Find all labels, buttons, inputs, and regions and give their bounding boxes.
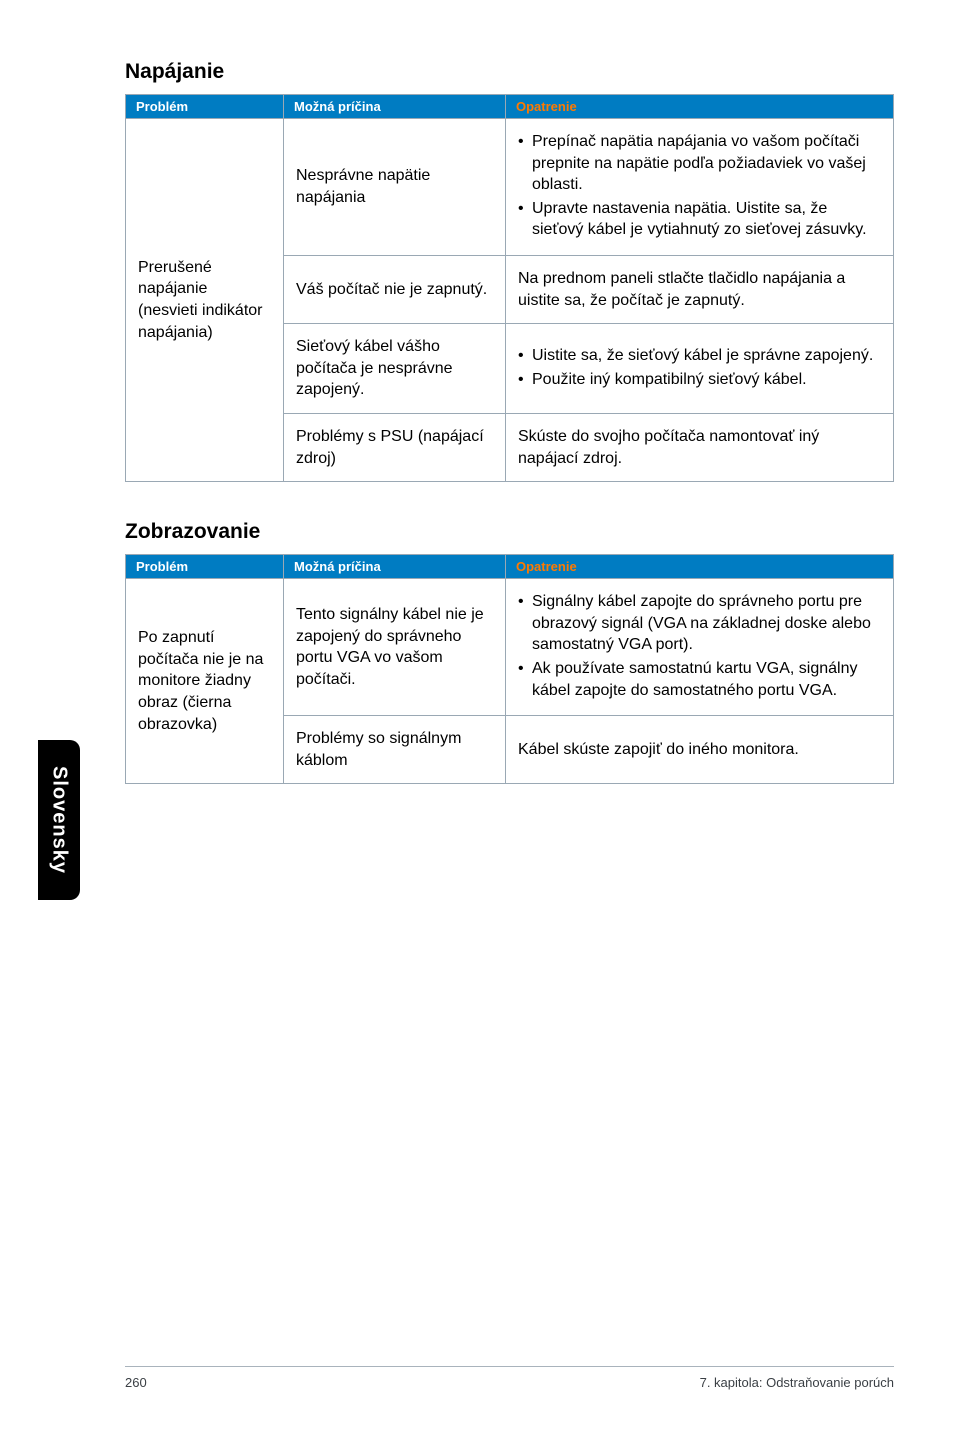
cell-action: Signálny kábel zapojte do správneho port…	[506, 579, 894, 716]
page-number: 260	[125, 1375, 147, 1390]
side-tab: Slovensky	[38, 740, 80, 900]
list-item: Upravte nastavenia napätia. Uistite sa, …	[518, 198, 881, 241]
side-tab-label: Slovensky	[48, 766, 71, 874]
list-item: Signálny kábel zapojte do správneho port…	[518, 591, 881, 656]
list-item: Prepínač napätia napájania vo vašom počí…	[518, 131, 881, 196]
th-problem: Problém	[126, 555, 284, 579]
cell-cause: Sieťový kábel vášho počítača je nesprávn…	[284, 324, 506, 414]
list-item: Ak používate samostatnú kartu VGA, signá…	[518, 658, 881, 701]
list-item: Uistite sa, že sieťový kábel je správne …	[518, 345, 881, 367]
table-napajanie: Problém Možná príčina Opatrenie Prerušen…	[125, 94, 894, 482]
th-problem: Problém	[126, 95, 284, 119]
cell-action: Uistite sa, že sieťový kábel je správne …	[506, 324, 894, 414]
table-row: Prerušené napájanie (nesvieti indikátor …	[126, 119, 894, 256]
cell-action: Na prednom paneli stlačte tlačidlo napáj…	[506, 255, 894, 323]
table-zobrazovanie: Problém Možná príčina Opatrenie Po zapnu…	[125, 554, 894, 784]
cell-action: Kábel skúste zapojiť do iného monitora.	[506, 716, 894, 784]
list-item: Použite iný kompatibilný sieťový kábel.	[518, 369, 881, 391]
cell-cause: Tento signálny kábel nie je zapojený do …	[284, 579, 506, 716]
cell-cause: Nesprávne napätie napájania	[284, 119, 506, 256]
section-title-zobrazovanie: Zobrazovanie	[125, 520, 894, 544]
table-row: Po zapnutí počítača nie je na monitore ž…	[126, 579, 894, 716]
th-cause: Možná príčina	[284, 95, 506, 119]
cell-problem: Po zapnutí počítača nie je na monitore ž…	[126, 579, 284, 784]
th-action: Opatrenie	[506, 95, 894, 119]
chapter-label: 7. kapitola: Odstraňovanie porúch	[700, 1375, 894, 1390]
th-cause: Možná príčina	[284, 555, 506, 579]
cell-cause: Váš počítač nie je zapnutý.	[284, 255, 506, 323]
section-title-napajanie: Napájanie	[125, 60, 894, 84]
cell-problem: Prerušené napájanie (nesvieti indikátor …	[126, 119, 284, 482]
cell-action: Prepínač napätia napájania vo vašom počí…	[506, 119, 894, 256]
footer: 260 7. kapitola: Odstraňovanie porúch	[125, 1366, 894, 1390]
th-action: Opatrenie	[506, 555, 894, 579]
cell-cause: Problémy s PSU (napájací zdroj)	[284, 413, 506, 481]
cell-cause: Problémy so signálnym káblom	[284, 716, 506, 784]
cell-action: Skúste do svojho počítača namontovať iný…	[506, 413, 894, 481]
